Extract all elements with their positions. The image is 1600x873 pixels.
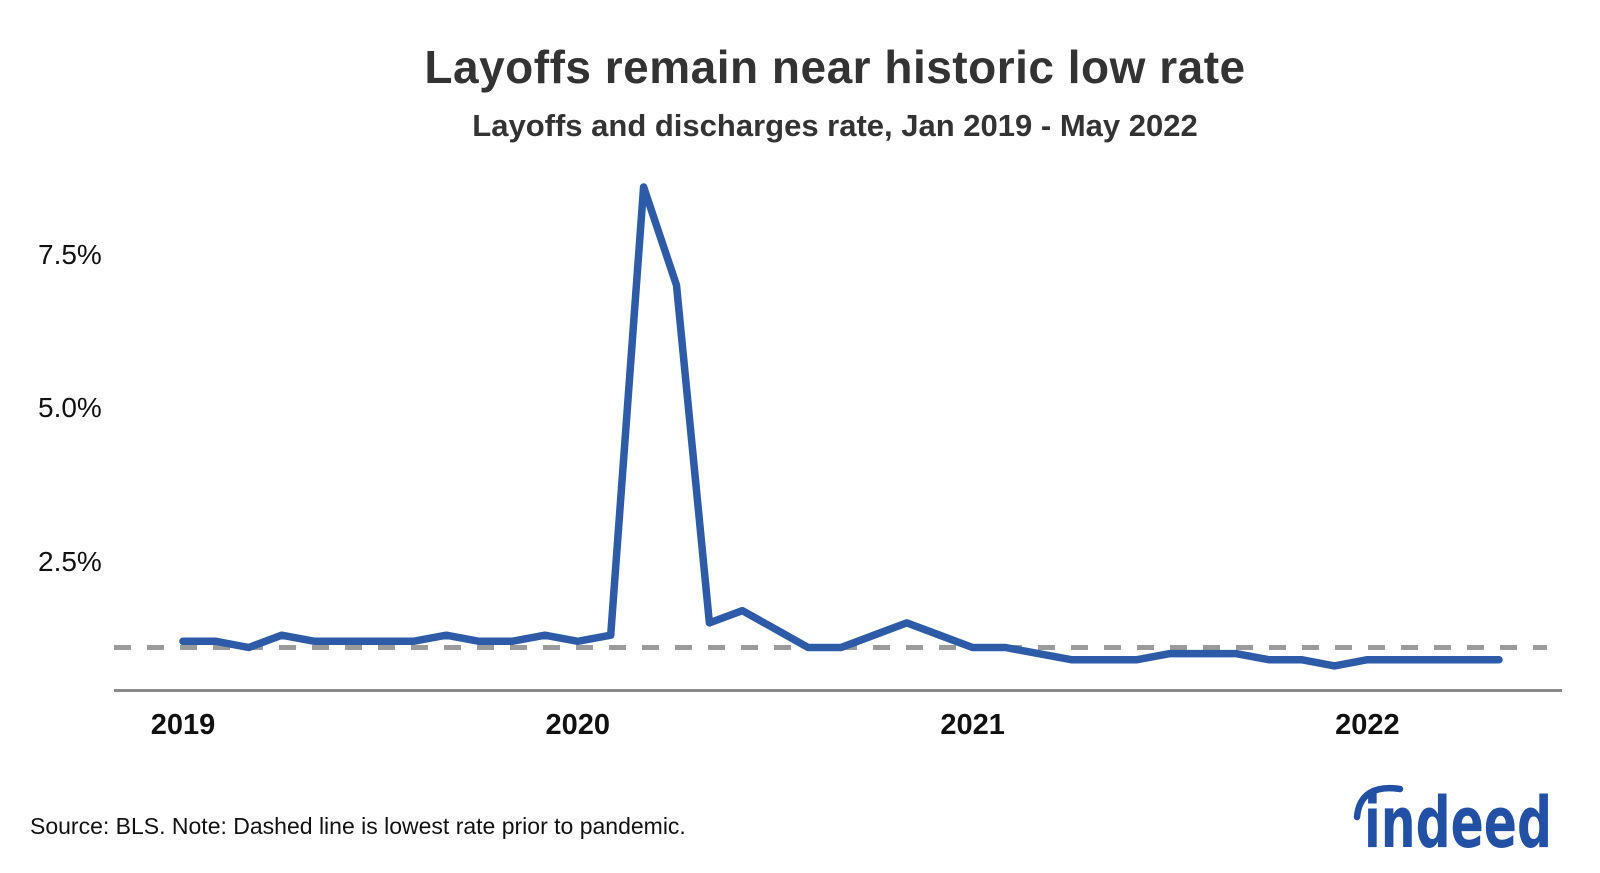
layoffs-line-series bbox=[179, 183, 1503, 670]
y-axis-tick-label: 5.0% bbox=[38, 392, 102, 423]
x-axis-tick-label: 2019 bbox=[150, 709, 216, 741]
x-axis-tick-label: 2021 bbox=[940, 709, 1005, 741]
indeed-logo-text: indeed bbox=[1364, 782, 1552, 861]
y-axis-tick-label: 7.5% bbox=[38, 238, 102, 270]
chart-title: Layoffs remain near historic low rate bbox=[424, 41, 1246, 93]
x-axis-tick-label: 2022 bbox=[1335, 709, 1400, 741]
x-axis-tick-label: 2020 bbox=[545, 709, 611, 741]
indeed-logo: indeed bbox=[1348, 766, 1568, 864]
chart-subtitle: Layoffs and discharges rate, Jan 2019 - … bbox=[472, 108, 1198, 143]
source-note: Source: BLS. Note: Dashed line is lowest… bbox=[30, 813, 686, 839]
y-axis-tick-label: 2.5% bbox=[38, 545, 102, 577]
indeed-logo-arc-icon bbox=[1353, 784, 1404, 821]
